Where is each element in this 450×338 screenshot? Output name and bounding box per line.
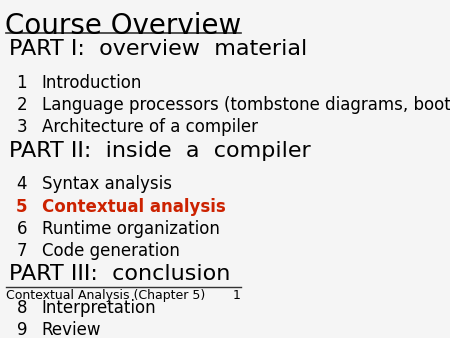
Text: Interpretation: Interpretation (42, 299, 156, 317)
Text: Syntax analysis: Syntax analysis (42, 175, 172, 193)
Text: Architecture of a compiler: Architecture of a compiler (42, 118, 258, 137)
Text: 8: 8 (17, 299, 27, 317)
Text: 9: 9 (17, 321, 27, 338)
Text: 5: 5 (16, 197, 27, 216)
Text: Runtime organization: Runtime organization (42, 220, 220, 238)
Text: 2: 2 (16, 96, 27, 114)
Text: 4: 4 (17, 175, 27, 193)
Text: Contextual analysis: Contextual analysis (42, 197, 225, 216)
Text: Course Overview: Course Overview (5, 12, 242, 40)
Text: PART I:  overview  material: PART I: overview material (9, 39, 307, 59)
Text: Code generation: Code generation (42, 242, 180, 260)
Text: 3: 3 (16, 118, 27, 137)
Text: Introduction: Introduction (42, 74, 142, 92)
Text: PART II:  inside  a  compiler: PART II: inside a compiler (9, 141, 310, 161)
Text: 7: 7 (17, 242, 27, 260)
Text: Review: Review (42, 321, 101, 338)
Text: Contextual Analysis (Chapter 5): Contextual Analysis (Chapter 5) (6, 289, 206, 302)
Text: 1: 1 (16, 74, 27, 92)
Text: Language processors (tombstone diagrams, bootstrapping): Language processors (tombstone diagrams,… (42, 96, 450, 114)
Text: 6: 6 (17, 220, 27, 238)
Text: PART III:  conclusion: PART III: conclusion (9, 264, 230, 284)
Text: 1: 1 (233, 289, 241, 302)
